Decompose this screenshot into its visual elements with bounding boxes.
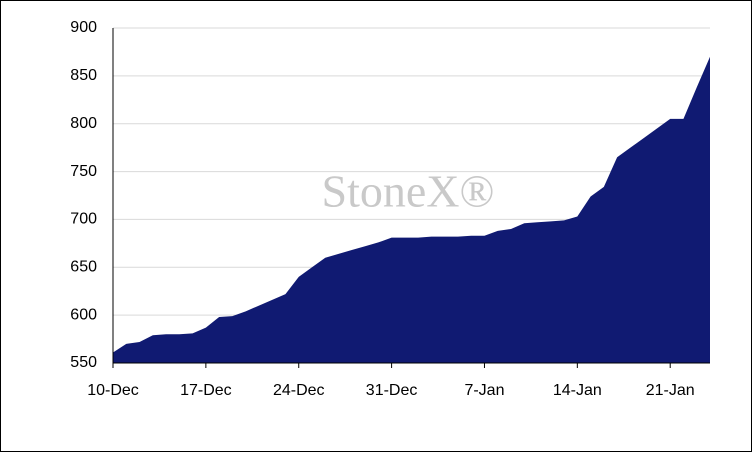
watermark: StoneX® <box>322 166 495 217</box>
x-tick-label: 10-Dec <box>87 382 139 399</box>
y-tick-label: 850 <box>70 67 97 84</box>
area <box>113 56 710 363</box>
y-tick-label: 550 <box>70 354 97 371</box>
x-tick-label: 7-Jan <box>464 382 504 399</box>
x-tick-label: 31-Dec <box>366 382 418 399</box>
y-tick-label: 900 <box>70 19 97 36</box>
y-tick-label: 750 <box>70 163 97 180</box>
x-tick-label: 14-Jan <box>553 382 602 399</box>
y-tick-label: 700 <box>70 211 97 228</box>
x-tick-label: 17-Dec <box>180 382 232 399</box>
y-tick-label: 800 <box>70 115 97 132</box>
x-tick-label: 24-Dec <box>273 382 325 399</box>
x-tick-label: 21-Jan <box>646 382 695 399</box>
y-tick-label: 650 <box>70 259 97 276</box>
y-tick-label: 600 <box>70 306 97 323</box>
